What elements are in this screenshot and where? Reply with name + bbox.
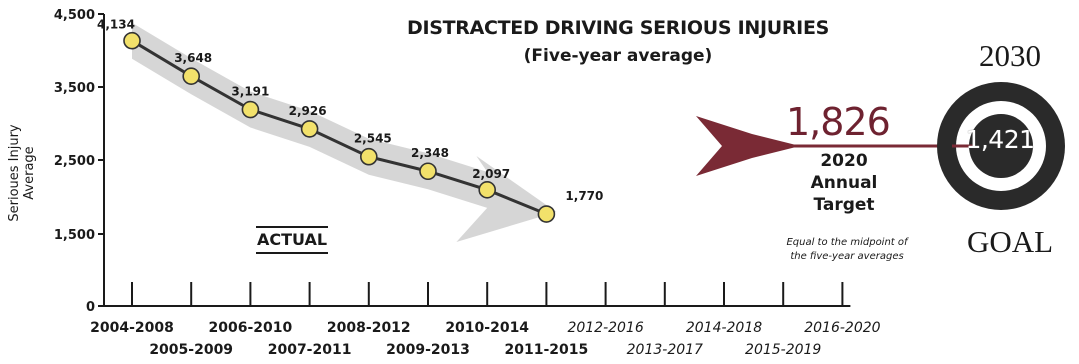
x-tick-label: 2010-2014 bbox=[445, 320, 529, 336]
x-tick-label: 2016-2020 bbox=[804, 320, 880, 336]
data-point bbox=[419, 162, 437, 181]
data-point bbox=[537, 205, 556, 223]
target-value: 1,826 bbox=[786, 100, 891, 144]
target-label: 2020 Annual Target bbox=[784, 150, 904, 216]
data-label: 2,097 bbox=[472, 167, 510, 181]
data-point bbox=[359, 147, 378, 166]
data-point bbox=[300, 120, 319, 138]
goal-bullseye-layer bbox=[937, 82, 1065, 210]
goal-year: 2030 bbox=[979, 38, 1041, 73]
x-tick-label: 2004-2008 bbox=[90, 320, 174, 336]
target-label-line: Target bbox=[813, 195, 875, 215]
chart-title: DISTRACTED DRIVING SERIOUS INJURIES bbox=[406, 17, 830, 39]
y-tick-label: 0 bbox=[86, 300, 95, 315]
data-labels: 4,134 3,648 3,191 2,926 2,545 2,348 2,097 1,770 bbox=[97, 18, 603, 203]
data-label: 3,191 bbox=[231, 85, 269, 99]
x-axis-ticks: 2004-2008 2005-2009 2006-2010 2007-2011 2008… bbox=[90, 282, 881, 358]
data-label: 4,134 bbox=[97, 18, 135, 32]
series-line-layer bbox=[131, 39, 547, 216]
trend-arrow bbox=[132, 22, 557, 243]
target-note-line: Equal to the midpoint of bbox=[786, 237, 908, 248]
y-tick-label: 4,500 bbox=[54, 8, 95, 23]
x-tick-label: 2005-2009 bbox=[149, 342, 233, 358]
target-note-line: the five-year averages bbox=[790, 251, 904, 262]
data-point bbox=[123, 31, 141, 50]
data-label: 2,348 bbox=[411, 146, 449, 160]
chart-subtitle: (Five-year average) bbox=[523, 46, 713, 66]
goal-value: 1,421 bbox=[965, 125, 1035, 154]
data-label: 2,926 bbox=[289, 104, 327, 118]
x-tick-label: 2015-2019 bbox=[745, 342, 821, 358]
goal-word: GOAL bbox=[966, 224, 1054, 259]
target-label-line: 2020 bbox=[820, 151, 868, 171]
x-tick-label: 2007-2011 bbox=[268, 342, 352, 358]
x-tick-label: 2013-2017 bbox=[627, 342, 703, 358]
data-label: 3,648 bbox=[174, 51, 212, 65]
data-label: 2,545 bbox=[354, 132, 392, 146]
target-label-line: Annual bbox=[810, 173, 878, 193]
series-line bbox=[131, 39, 547, 216]
x-tick-label: 2009-2013 bbox=[386, 342, 470, 358]
y-tick-label: 2,500 bbox=[54, 154, 95, 169]
target-arrow-fletching bbox=[696, 116, 800, 176]
x-tick-label: 2011-2015 bbox=[505, 342, 589, 358]
x-tick-label: 2006-2010 bbox=[209, 320, 293, 336]
target-arrow-layer bbox=[696, 116, 968, 176]
data-point bbox=[241, 100, 260, 119]
y-tick-label: 3,500 bbox=[54, 81, 95, 96]
y-tick-label: 1,500 bbox=[54, 228, 95, 243]
actual-label: ACTUAL bbox=[256, 226, 329, 254]
data-point bbox=[182, 67, 200, 85]
target-note: Equal to the midpoint of the five-year a… bbox=[752, 236, 942, 264]
y-axis-label: Serioues Injury Average bbox=[7, 124, 37, 222]
trend-arrow-layer bbox=[132, 22, 557, 243]
x-tick-label: 2014-2018 bbox=[686, 320, 762, 336]
goal-center bbox=[969, 114, 1033, 178]
data-label: 1,770 bbox=[565, 189, 603, 203]
data-point bbox=[478, 181, 497, 199]
y-axis-ticks: 0 1,500 2,500 3,500 4,500 bbox=[54, 8, 104, 315]
x-tick-label: 2008-2012 bbox=[327, 320, 411, 336]
x-tick-label: 2012-2016 bbox=[567, 320, 643, 336]
series-markers bbox=[123, 31, 556, 223]
